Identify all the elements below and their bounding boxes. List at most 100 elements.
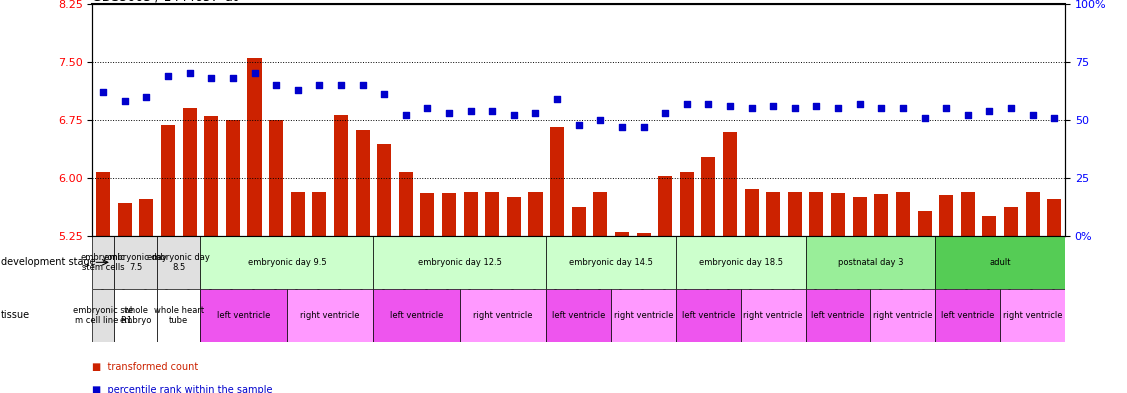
Bar [460,289,547,342]
Bar [547,236,676,289]
Point [483,107,502,114]
Point [613,124,631,130]
Bar [463,192,478,236]
Text: GDS5003 / 1444657_at: GDS5003 / 1444657_at [92,0,238,3]
Bar [788,192,802,236]
Point [310,82,328,88]
Point [872,105,890,112]
Point [829,105,848,112]
Bar [676,289,740,342]
Point [332,82,350,88]
Bar [571,207,586,236]
Bar [676,236,806,289]
Text: postnatal day 3: postnatal day 3 [837,258,903,267]
Point [570,121,588,128]
Bar [1026,192,1039,236]
Bar [373,289,460,342]
Point [786,105,804,112]
Bar [896,192,909,236]
Bar [161,125,175,236]
Text: left ventricle: left ventricle [218,311,270,320]
Bar [1000,289,1065,342]
Text: embryonic day 12.5: embryonic day 12.5 [418,258,502,267]
Bar [114,289,158,342]
Point [267,82,285,88]
Bar [724,132,737,236]
Bar [486,192,499,236]
Bar [960,192,975,236]
Point [807,103,825,109]
Bar [701,157,716,236]
Text: left ventricle: left ventricle [682,311,735,320]
Bar [547,289,611,342]
Bar [658,176,672,236]
Point [289,86,307,93]
Text: right ventricle: right ventricle [473,311,533,320]
Bar [355,130,370,236]
Point [635,124,653,130]
Bar [939,195,953,236]
Bar [529,192,542,236]
Bar [935,289,1000,342]
Bar [158,236,201,289]
Text: tissue: tissue [1,310,30,320]
Text: right ventricle: right ventricle [873,311,933,320]
Bar [745,189,758,236]
Point [375,91,393,97]
Bar [550,127,565,236]
Text: embryonic day 18.5: embryonic day 18.5 [699,258,783,267]
Bar [201,289,287,342]
Text: embryonic day
8.5: embryonic day 8.5 [148,253,211,272]
Text: adult: adult [990,258,1011,267]
Bar [1047,200,1062,236]
Bar [1004,207,1018,236]
Text: whole heart
tube: whole heart tube [153,306,204,325]
Bar [831,193,845,236]
Bar [269,120,283,236]
Point [246,70,264,77]
Bar [809,192,824,236]
Bar [201,236,373,289]
Bar [204,116,219,236]
Point [721,103,739,109]
Point [959,112,977,118]
Point [980,107,999,114]
Bar [118,202,132,236]
Text: right ventricle: right ventricle [614,311,673,320]
Bar [806,236,935,289]
Bar [114,236,158,289]
Bar [287,289,373,342]
Text: embryonic day 14.5: embryonic day 14.5 [569,258,653,267]
Text: embryonic day 9.5: embryonic day 9.5 [248,258,326,267]
Point [159,73,177,79]
Point [354,82,372,88]
Text: development stage: development stage [1,257,96,267]
Point [137,94,156,100]
Bar [373,236,547,289]
Text: left ventricle: left ventricle [811,311,864,320]
Point [677,101,695,107]
Bar [96,173,110,236]
Bar [740,289,806,342]
Text: left ventricle: left ventricle [390,311,443,320]
Point [418,105,436,112]
Point [592,117,610,123]
Bar [140,200,153,236]
Text: ■  percentile rank within the sample: ■ percentile rank within the sample [92,385,273,393]
Bar [853,197,867,236]
Bar [92,289,114,342]
Point [764,103,782,109]
Point [224,75,242,81]
Point [851,101,869,107]
Bar [917,211,932,236]
Point [1045,114,1063,121]
Bar [806,289,870,342]
Point [116,98,134,105]
Bar [680,172,694,236]
Bar [158,289,201,342]
Text: right ventricle: right ventricle [1003,311,1063,320]
Bar [615,232,629,236]
Point [915,114,933,121]
Point [526,110,544,116]
Point [700,101,718,107]
